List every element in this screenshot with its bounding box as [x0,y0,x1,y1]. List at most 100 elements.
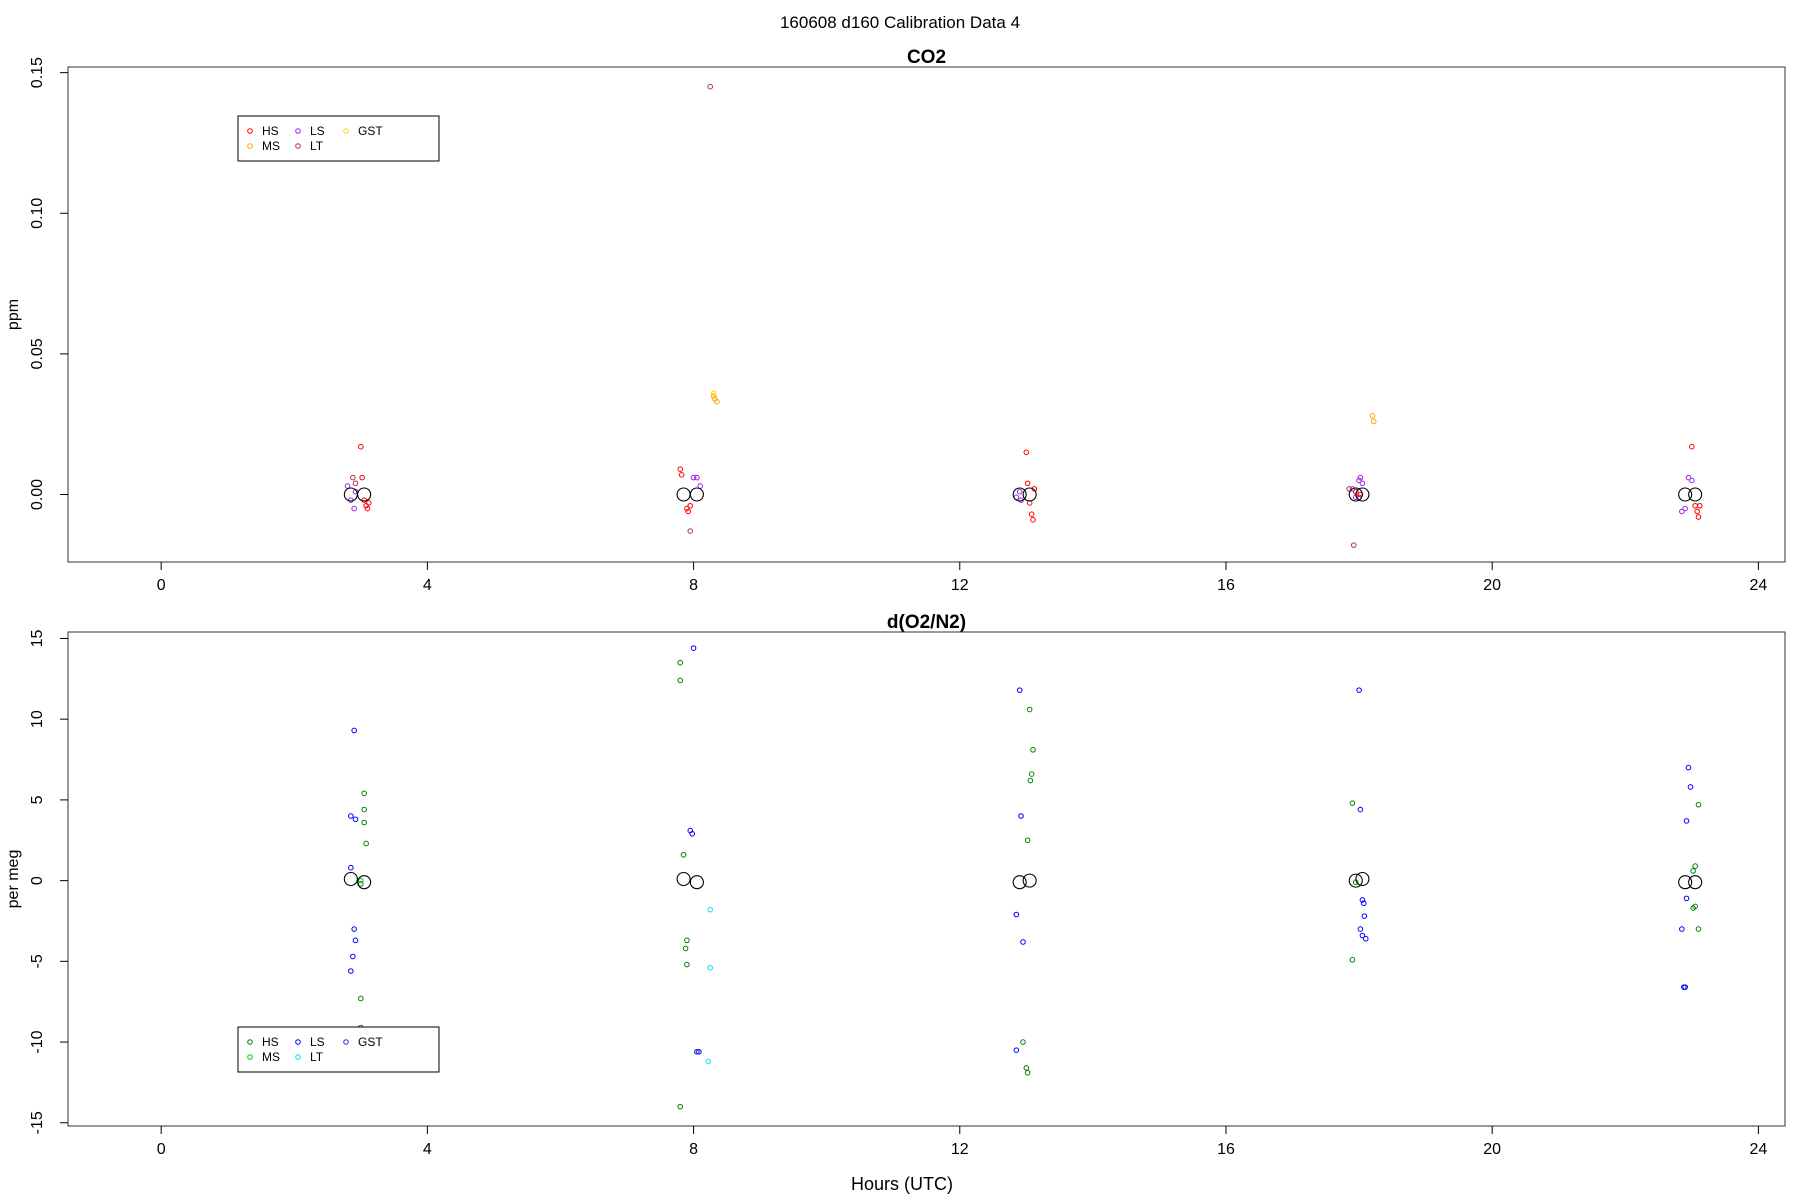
data-point [682,945,689,952]
legend-label: HS [262,124,279,138]
mean-point [1012,875,1027,890]
data-point [1023,449,1030,456]
data-point [1695,801,1702,808]
legend-marker [343,1039,349,1045]
data-point [696,1048,702,1055]
data-point [1370,418,1377,425]
plot-frame [67,66,1786,563]
mean-point [676,487,691,502]
y-tick-label: 0.15 [29,57,46,88]
data-point [1020,939,1026,945]
mean-point [357,875,372,890]
data-point [714,398,720,405]
panel-title: d(O2/N2) [887,612,966,633]
data-point [707,83,714,90]
data-point [1357,806,1364,813]
data-point [1679,508,1685,515]
legend-marker [247,1039,253,1045]
legend-label: LT [310,1050,324,1064]
mean-point [1688,487,1703,502]
data-point [1349,956,1356,963]
mean-point [1022,487,1037,502]
data-point [677,677,684,684]
data-point [351,505,357,512]
data-point [1692,502,1698,509]
data-point [350,474,356,481]
legend-marker [247,1054,253,1060]
y-tick-label: 0 [29,876,46,885]
data-point [1357,926,1364,932]
legend-label: LT [310,139,324,153]
data-point [677,1103,684,1110]
x-tick-label: 24 [1749,577,1767,594]
data-point [1681,984,1687,990]
data-point [1359,932,1366,939]
data-point [707,964,714,971]
x-tick-label: 16 [1217,577,1235,594]
data-point [1695,926,1702,932]
x-tick-label: 16 [1217,1141,1235,1158]
data-point [1016,488,1023,495]
x-tick-label: 0 [157,577,166,594]
legend-label: GST [358,124,383,138]
mean-point [676,871,691,887]
x-tick-label: 8 [689,1141,698,1158]
data-point [684,505,690,512]
data-point [710,390,717,397]
data-point [1697,502,1703,509]
data-point [1024,480,1031,487]
data-point [1024,837,1031,844]
mean-point [1348,873,1363,888]
data-point [1016,687,1023,693]
x-tick-label: 0 [157,1141,166,1158]
data-point [358,995,364,1002]
legend-marker [295,128,301,134]
data-point [348,497,354,503]
data-point [366,500,372,506]
data-point [1360,900,1367,907]
data-point [710,393,717,399]
data-point [684,937,690,944]
mean-point [343,871,358,887]
data-point [364,505,371,512]
x-tick-label: 12 [951,577,969,594]
data-point [361,819,367,826]
data-point [1028,511,1035,517]
mean-point [1678,487,1693,502]
x-tick-label: 24 [1749,1141,1767,1158]
data-point [348,813,354,819]
data-point [348,968,354,974]
data-point [1369,412,1376,419]
page-title: 160608 d160 Calibration Data 4 [780,13,1020,32]
data-point [1689,477,1695,484]
mean-point [1355,871,1370,887]
data-point [1013,911,1020,918]
y-tick-label: 15 [29,629,46,647]
data-point [687,528,694,534]
data-point [680,851,687,858]
data-point [358,443,364,450]
data-point [677,466,684,472]
data-point [1690,868,1696,874]
data-point [694,474,700,481]
data-point [352,937,359,944]
y-tick-label: 0.10 [29,198,46,229]
legend-box [237,115,440,162]
legend-box [237,1026,440,1073]
y-tick-label: -10 [29,1030,46,1053]
data-point [690,645,697,651]
data-point [690,474,697,481]
data-point [1349,486,1356,492]
x-tick-label: 4 [423,1141,432,1158]
data-point [1685,764,1692,771]
o2n2-panel: d(O2/N2) 0 4 8 12 16 20 24 -15 -10 -5 0 5 10 15 per meg… [5,612,1786,1158]
data-point [1692,863,1698,869]
mean-point [343,487,358,502]
panel-title: CO2 [907,47,946,68]
legend-marker [343,128,349,134]
y-tick-label: 0.00 [29,479,46,510]
data-point [1357,474,1364,481]
legend-marker [247,143,253,149]
data-point [1689,443,1695,450]
